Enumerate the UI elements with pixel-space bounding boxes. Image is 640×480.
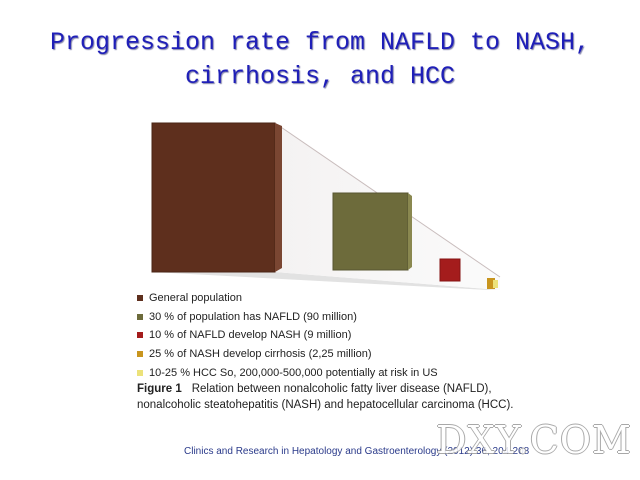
- legend-item-hcc: 10-25 % HCC So, 200,000-500,000 potentia…: [137, 363, 438, 382]
- watermark: DXY.COM: [436, 418, 632, 462]
- legend-swatch: [137, 295, 143, 302]
- legend: General population 30 % of population ha…: [137, 289, 438, 382]
- caption-text: Relation between nonalcoholic fatty live…: [137, 383, 514, 411]
- legend-label: General population: [149, 292, 242, 305]
- journal-citation: Clinics and Research in Hepatology and G…: [184, 446, 530, 457]
- title-line-2: cirrhosis, and HCC: [184, 62, 456, 91]
- block-general-population: [151, 122, 276, 273]
- figure-label: Figure 1: [137, 383, 182, 395]
- block-cirrhosis: [487, 278, 495, 289]
- legend-item-cirrhosis: 25 % of NASH develop cirrhosis (2,25 mil…: [137, 345, 438, 364]
- legend-swatch: [137, 369, 143, 376]
- legend-label: 25 % of NASH develop cirrhosis (2,25 mil…: [149, 348, 372, 361]
- title-line-1: Progression rate from NAFLD to NASH,: [49, 28, 591, 57]
- legend-item-general-population: General population: [137, 289, 438, 308]
- legend-label: 10 % of NAFLD develop NASH (9 million): [149, 329, 352, 342]
- legend-swatch: [137, 351, 143, 358]
- legend-item-nafld: 30 % of population has NAFLD (90 million…: [137, 308, 438, 327]
- block-general-population-side: [275, 123, 282, 272]
- legend-item-nash: 10 % of NAFLD develop NASH (9 million): [137, 326, 438, 345]
- slide-title: Progression rate from NAFLD to NASH, cir…: [0, 26, 640, 94]
- block-nash: [439, 258, 461, 282]
- block-nafld-side: [408, 193, 412, 270]
- legend-swatch: [137, 332, 143, 339]
- block-hcc: [493, 280, 498, 288]
- funnel-bottom-face: [152, 272, 500, 290]
- block-nafld: [332, 192, 409, 271]
- legend-swatch: [137, 313, 143, 320]
- legend-label: 10-25 % HCC So, 200,000-500,000 potentia…: [149, 366, 438, 379]
- figure-caption: Figure 1 Relation between nonalcoholic fa…: [137, 381, 517, 413]
- legend-label: 30 % of population has NAFLD (90 million…: [149, 310, 357, 323]
